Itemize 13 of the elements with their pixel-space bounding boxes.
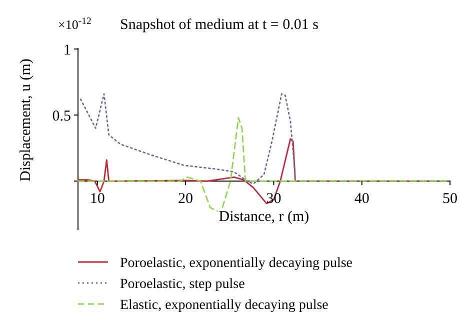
y-tick-label: 1 (64, 42, 71, 58)
legend-label: Elastic, exponentially decaying pulse (120, 298, 328, 313)
y-axis-title: Displacement, u (m) (18, 58, 34, 182)
y-tick-label: 0.5 (52, 108, 71, 124)
legend-label: Poroelastic, exponentially decaying pulse (120, 256, 352, 271)
text: ×10$^{-12}$ (58, 16, 92, 32)
x-tick-label: 40 (354, 191, 370, 208)
legend-label: Poroelastic, step pulse (120, 276, 245, 292)
x-axis-title: Distance, r (m) (218, 209, 310, 226)
chart-title: Snapshot of medium at t = 0.01 s (120, 17, 319, 33)
x-tick-label: 50 (442, 191, 458, 208)
x-tick-label: 10 (90, 191, 105, 208)
x-tick-label: 20 (178, 191, 194, 208)
